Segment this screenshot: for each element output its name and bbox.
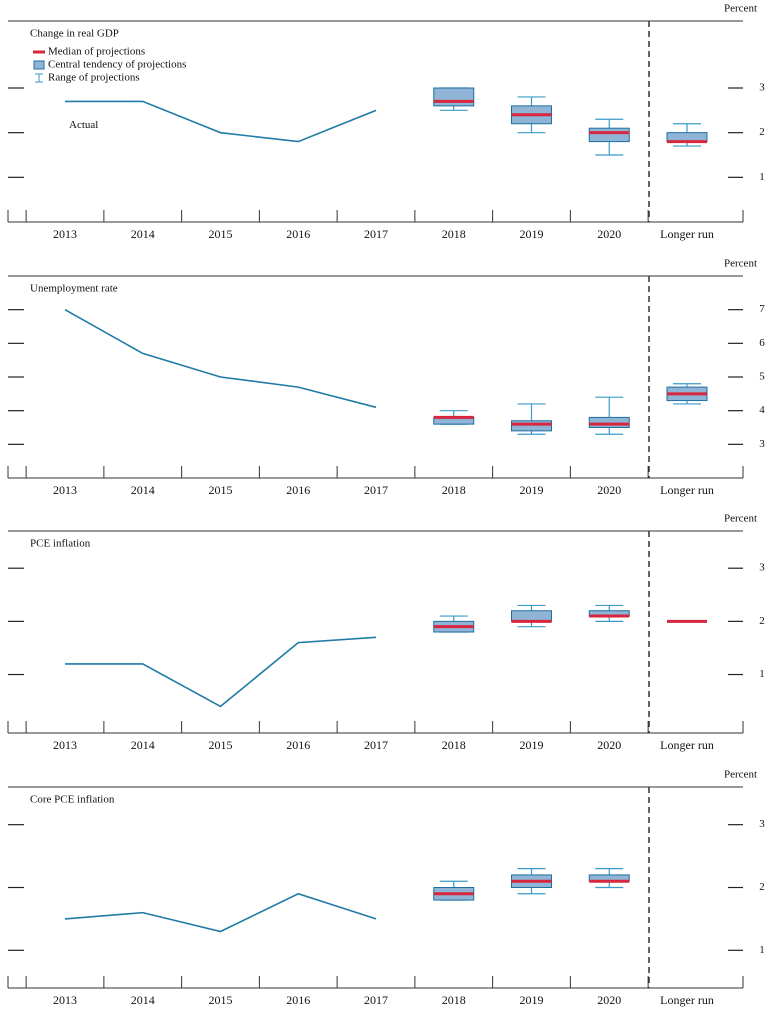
x-tick-label: Longer run (660, 483, 714, 497)
x-tick-label: 2019 (519, 738, 544, 752)
x-tick-label: 2014 (130, 993, 155, 1007)
axis-unit: Percent (724, 769, 757, 781)
y-tick-label: 5 (759, 371, 765, 383)
x-tick-label: 2016 (286, 993, 311, 1007)
x-tick-label: 2016 (286, 227, 311, 241)
x-tick-label: Longer run (660, 993, 714, 1007)
central-tendency-box (588, 416, 630, 428)
actual-line (64, 308, 377, 409)
actual-line (65, 636, 377, 708)
central-tendency-box (588, 127, 630, 143)
y-tick-label: 3 (759, 562, 765, 574)
y-tick-label: 3 (759, 82, 765, 94)
y-tick-label: 2 (759, 881, 765, 893)
x-tick-label: 2014 (130, 483, 155, 497)
x-tick-label: 2013 (53, 483, 77, 497)
x-tick-label: 2019 (519, 227, 544, 241)
actual-line (65, 100, 377, 143)
x-tick-label: 2020 (597, 738, 622, 752)
x-tick-label: 2018 (441, 993, 466, 1007)
panel-title: Change in real GDP (30, 28, 119, 40)
axis-unit: Percent (724, 513, 757, 525)
y-tick-label: 1 (759, 171, 765, 183)
x-tick-label: 2015 (208, 738, 233, 752)
x-tick-label: 2017 (364, 483, 388, 497)
x-tick-label: 2018 (441, 738, 466, 752)
x-tick-label: 2015 (208, 483, 233, 497)
x-tick-label: 2013 (53, 227, 77, 241)
y-tick-label: 2 (759, 615, 765, 627)
central-tendency-box (511, 610, 552, 622)
x-tick-label: 2019 (519, 993, 544, 1007)
x-tick-label: 2016 (286, 738, 311, 752)
y-tick-label: 2 (759, 126, 765, 138)
panel-title: Unemployment rate (30, 283, 118, 295)
x-tick-label: 2020 (597, 227, 622, 241)
x-tick-label: 2020 (597, 993, 622, 1007)
x-tick-label: 2014 (130, 738, 155, 752)
central-tendency-box (511, 420, 552, 432)
axis-unit: Percent (724, 258, 757, 270)
x-tick-label: 2013 (53, 993, 77, 1007)
panel-title: PCE inflation (30, 538, 91, 550)
x-tick-label: 2019 (519, 483, 544, 497)
x-tick-label: 2020 (597, 483, 622, 497)
axis-unit: Percent (724, 3, 757, 15)
y-tick-label: 4 (759, 404, 765, 416)
x-tick-label: 2018 (441, 483, 466, 497)
x-tick-label: 2015 (208, 227, 233, 241)
y-tick-label: 3 (759, 438, 765, 450)
y-tick-label: 7 (759, 303, 765, 315)
x-tick-label: Longer run (660, 738, 714, 752)
legend-swatch (33, 60, 45, 70)
x-tick-label: 2014 (130, 227, 155, 241)
legend-label: Range of projections (48, 72, 140, 84)
legend-label: Central tendency of projections (48, 59, 186, 71)
central-tendency-box (433, 87, 475, 107)
x-tick-label: 2018 (441, 227, 466, 241)
x-tick-label: 2017 (364, 227, 388, 241)
x-tick-label: 2015 (208, 993, 233, 1007)
x-tick-label: 2017 (364, 993, 388, 1007)
y-tick-label: 6 (759, 337, 765, 349)
legend-label: Median of projections (48, 46, 145, 58)
annotation: Actual (69, 119, 98, 131)
x-tick-label: 2016 (286, 483, 311, 497)
panel-title: Core PCE inflation (30, 794, 115, 806)
y-tick-label: 1 (759, 668, 765, 680)
y-tick-label: 3 (759, 818, 765, 830)
x-tick-label: 2017 (364, 738, 388, 752)
x-tick-label: Longer run (660, 227, 714, 241)
y-tick-label: 1 (759, 944, 765, 956)
actual-line (64, 892, 377, 933)
x-tick-label: 2013 (53, 738, 77, 752)
